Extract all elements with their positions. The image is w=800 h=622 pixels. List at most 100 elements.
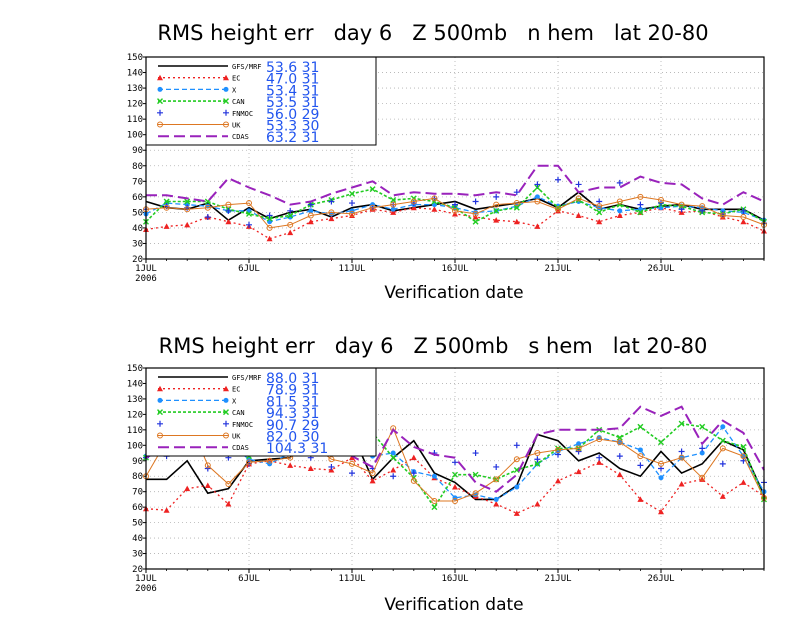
- data-point: [699, 476, 706, 482]
- y-tick-label: 70: [132, 488, 143, 498]
- legend-stats: 88.0 31: [266, 371, 319, 387]
- data-point: [555, 204, 561, 211]
- series-ec: [143, 454, 767, 516]
- y-tick-label: 130: [127, 395, 143, 405]
- y-tick-label: 30: [132, 239, 143, 249]
- data-point: [204, 204, 211, 211]
- data-point: [534, 456, 541, 463]
- data-point: [452, 471, 458, 478]
- data-point: [534, 198, 541, 205]
- data-point: [223, 409, 229, 416]
- data-point: [157, 432, 163, 439]
- data-point: [328, 209, 335, 216]
- data-point: [534, 450, 541, 457]
- data-point: [534, 194, 540, 200]
- data-point: [513, 510, 520, 516]
- legend-name: UK: [232, 433, 241, 441]
- data-point: [223, 432, 229, 439]
- data-point: [307, 212, 314, 219]
- legend-stats: 94.3 31: [266, 406, 319, 422]
- series-cdas: [145, 405, 765, 493]
- data-point: [472, 490, 479, 497]
- data-point: [204, 482, 211, 489]
- data-point: [349, 460, 355, 467]
- data-point: [658, 508, 664, 515]
- data-point: [225, 218, 232, 225]
- data-point: [493, 496, 499, 502]
- data-point: [184, 198, 191, 205]
- data-point: [452, 201, 458, 208]
- y-tick-label: 90: [132, 146, 143, 156]
- data-point: [410, 470, 417, 477]
- data-point: [472, 198, 479, 205]
- data-point: [678, 454, 685, 461]
- y-tick-label: 80: [132, 162, 143, 172]
- data-point: [308, 208, 314, 214]
- data-point: [369, 204, 376, 211]
- data-point: [616, 434, 623, 441]
- data-point: [452, 459, 458, 466]
- series-fnmoc: [143, 442, 767, 486]
- data-point: [575, 468, 582, 475]
- legend-name: FNMOC: [232, 110, 253, 118]
- data-point: [431, 504, 438, 511]
- data-point: [596, 459, 603, 465]
- y-tick-label: 130: [127, 84, 143, 94]
- y-tick-label: 20: [132, 255, 143, 265]
- data-point: [740, 207, 747, 214]
- x-tick-label-year: 2006: [135, 584, 157, 594]
- y-tick-label: 120: [127, 410, 143, 420]
- data-point: [225, 480, 232, 487]
- data-point: [575, 445, 582, 452]
- legend-stats: 53.6 31: [266, 60, 319, 76]
- data-point: [369, 477, 376, 484]
- data-point: [513, 189, 520, 196]
- data-point: [555, 477, 561, 484]
- data-point: [637, 193, 644, 200]
- y-tick-label: 20: [132, 565, 143, 575]
- legend: GFS/MRF 53.6 31 EC 47.0 31 X 53.4 31 CAN 53.5 3…: [145, 56, 377, 146]
- series-line: [145, 405, 765, 493]
- data-point: [349, 200, 355, 207]
- legend-name: X: [232, 86, 237, 94]
- data-point: [184, 206, 191, 213]
- data-point: [157, 397, 163, 403]
- x-tick-label: 11JUL: [338, 574, 365, 584]
- data-point: [307, 218, 314, 225]
- data-point: [246, 459, 252, 466]
- y-tick-label: 80: [132, 472, 143, 482]
- data-point: [637, 453, 644, 460]
- x-tick-label: 6JUL: [238, 264, 260, 274]
- y-tick-label: 50: [132, 208, 143, 218]
- data-point: [575, 212, 582, 218]
- legend-stats: 47.0 31: [266, 72, 319, 88]
- data-point: [740, 214, 747, 221]
- legend-stats: 63.2 31: [266, 130, 319, 146]
- x-axis-label: Verification date: [384, 595, 523, 615]
- y-tick-label: 110: [127, 115, 143, 125]
- chart-nhem-svg: Verification date 20 30 40 50 60 70 80 90 100 110…: [127, 21, 767, 303]
- data-point: [390, 206, 396, 212]
- data-point: [719, 445, 726, 452]
- x-axis-label: Verification date: [384, 283, 523, 303]
- y-tick-label: 100: [127, 131, 143, 141]
- data-point: [617, 208, 623, 214]
- legend-name: FNMOC: [232, 421, 253, 429]
- y-tick-label: 90: [132, 457, 143, 467]
- series-line: [145, 414, 765, 502]
- data-point: [246, 221, 252, 228]
- chart-title: RMS height err day 6 Z 500mb s hem lat 2…: [159, 334, 708, 358]
- data-point: [658, 200, 664, 207]
- data-point: [390, 450, 396, 456]
- legend-name: CDAS: [232, 133, 249, 141]
- legend-name: GFS/MRF: [232, 63, 262, 71]
- legend-name: CAN: [232, 409, 245, 417]
- data-point: [637, 496, 644, 502]
- y-tick-label: 40: [132, 534, 143, 544]
- x-tick-label: 6JUL: [238, 574, 260, 584]
- data-point: [596, 218, 603, 225]
- data-point: [699, 203, 706, 210]
- data-point: [616, 471, 623, 478]
- data-point: [328, 463, 335, 470]
- data-point: [534, 223, 541, 229]
